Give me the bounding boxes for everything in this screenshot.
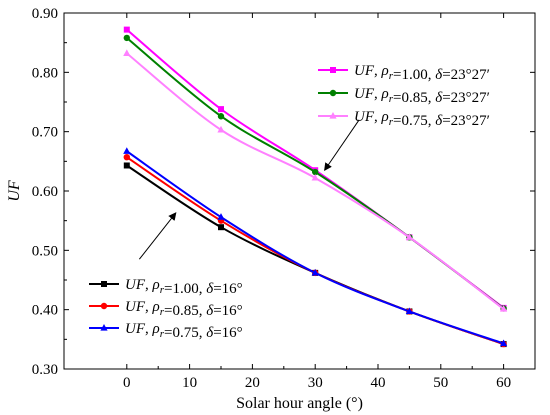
data-point bbox=[123, 34, 130, 42]
legend-swatch-marker bbox=[101, 281, 107, 287]
data-point bbox=[123, 162, 130, 169]
legend-bottom-left: UF, ρr=1.00, δ=16°UF, ρr=0.85, δ=16°UF, … bbox=[89, 277, 243, 341]
legend-item: UF, ρr=0.85, δ=23°27′ bbox=[318, 86, 490, 106]
legend-item: UF, ρr=1.00, δ=23°27′ bbox=[318, 63, 490, 83]
series-6 bbox=[123, 147, 508, 347]
y-tick-label: 0.40 bbox=[32, 303, 58, 319]
legend-label: UF, ρr=0.85, δ=16° bbox=[125, 299, 243, 319]
y-tick-label: 0.70 bbox=[32, 125, 58, 141]
legend-swatch-marker bbox=[100, 324, 108, 331]
data-point bbox=[123, 153, 130, 161]
annotation-arrow bbox=[138, 212, 177, 260]
legend-swatch-marker bbox=[100, 302, 108, 310]
legend-label: UF, ρr=1.00, δ=16° bbox=[125, 277, 243, 297]
y-tick-label: 0.30 bbox=[32, 362, 58, 378]
y-tick-label: 0.80 bbox=[32, 65, 58, 81]
legend-label: UF, ρr=0.75, δ=23°27′ bbox=[354, 109, 490, 129]
data-point bbox=[405, 233, 413, 240]
y-tick-label: 0.60 bbox=[32, 184, 58, 200]
series-layer bbox=[123, 26, 508, 348]
legend-label: UF, ρr=0.85, δ=23°27′ bbox=[354, 86, 490, 106]
legend-item: UF, ρr=0.85, δ=16° bbox=[89, 299, 243, 319]
x-tick-label: 0 bbox=[123, 375, 131, 391]
legend-item: UF, ρr=0.75, δ=23°27′ bbox=[318, 109, 490, 129]
data-point bbox=[217, 125, 225, 133]
x-tick-label: 10 bbox=[182, 375, 197, 391]
data-point bbox=[500, 305, 508, 312]
x-tick-label: 20 bbox=[245, 375, 260, 391]
legend-item: UF, ρr=1.00, δ=16° bbox=[89, 277, 243, 297]
series-3 bbox=[123, 49, 508, 312]
data-point bbox=[123, 49, 131, 56]
data-point bbox=[312, 168, 319, 176]
legend-layer: UF, ρr=1.00, δ=23°27′ UF, ρr=0.85, δ=23°2… bbox=[89, 63, 490, 341]
x-tick-label: 50 bbox=[433, 375, 448, 391]
data-point bbox=[217, 213, 225, 220]
legend-swatch-marker bbox=[329, 89, 337, 97]
x-tick-label: 60 bbox=[496, 375, 511, 391]
data-point bbox=[311, 173, 319, 181]
y-tick-label: 0.50 bbox=[32, 243, 58, 259]
legend-top-right: UF, ρr=1.00, δ=23°27′ UF, ρr=0.85, δ=23°2… bbox=[318, 63, 490, 129]
data-point bbox=[311, 268, 319, 276]
data-point bbox=[123, 26, 130, 33]
legend-label: UF, ρr=1.00, δ=23°27′ bbox=[354, 63, 490, 83]
y-axis-title: UF bbox=[6, 180, 23, 202]
data-point bbox=[405, 307, 413, 315]
data-point bbox=[123, 147, 131, 154]
data-point bbox=[218, 106, 224, 113]
x-tick-label: 40 bbox=[371, 375, 386, 391]
annotation-arrow bbox=[324, 119, 360, 172]
legend-swatch-marker bbox=[329, 112, 337, 119]
legend-swatch-marker bbox=[330, 67, 336, 73]
data-point bbox=[218, 224, 224, 231]
data-point bbox=[217, 113, 225, 120]
legend-label: UF, ρr=0.75, δ=16° bbox=[125, 321, 243, 341]
y-tick-label: 0.90 bbox=[32, 6, 58, 22]
x-axis-title: Solar hour angle (°) bbox=[236, 395, 363, 412]
legend-item: UF, ρr=0.75, δ=16° bbox=[89, 321, 243, 341]
data-point bbox=[500, 339, 508, 347]
annotation-layer bbox=[138, 119, 360, 260]
x-tick-label: 30 bbox=[308, 375, 323, 391]
axis-ticks: 0 10 20 30 40 50 60 0.30 0.40 0.50 0.60 0.70 0.80 0.9… bbox=[32, 6, 535, 391]
